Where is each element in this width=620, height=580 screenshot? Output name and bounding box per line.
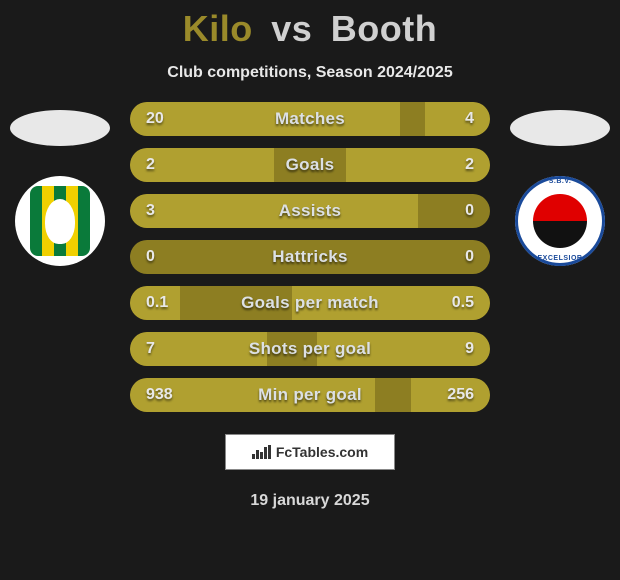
player1-name: Kilo	[183, 8, 253, 49]
stat-bars-container: 204Matches 22Goals 30Assists 00Hattricks 0.1…	[130, 102, 490, 412]
season-subtitle: Club competitions, Season 2024/2025	[0, 64, 620, 82]
stat-label: Assists	[130, 194, 490, 228]
stat-label: Goals per match	[130, 286, 490, 320]
right-player-column: S.B.V. EXCELSIOR	[510, 102, 610, 266]
club-crest-left	[15, 176, 105, 266]
crest-text-bottom: EXCELSIOR	[515, 255, 605, 262]
stat-bar: 30Assists	[130, 194, 490, 228]
player1-silhouette	[10, 110, 110, 146]
bar-chart-icon	[252, 445, 270, 459]
comparison-main: 204Matches 22Goals 30Assists 00Hattricks 0.1…	[0, 102, 620, 412]
player2-name: Booth	[331, 8, 437, 49]
stat-bar: 204Matches	[130, 102, 490, 136]
stat-label: Min per goal	[130, 378, 490, 412]
left-player-column	[10, 102, 110, 266]
player2-silhouette	[510, 110, 610, 146]
fctables-text: FcTables.com	[276, 444, 368, 460]
vs-text: vs	[271, 8, 312, 49]
stat-label: Goals	[130, 148, 490, 182]
stat-bar: 938256Min per goal	[130, 378, 490, 412]
stat-bar: 0.10.5Goals per match	[130, 286, 490, 320]
excelsior-ball-icon	[533, 194, 587, 248]
stat-bar: 00Hattricks	[130, 240, 490, 274]
fctables-logo[interactable]: FcTables.com	[225, 434, 395, 470]
stat-label: Shots per goal	[130, 332, 490, 366]
stat-bar: 79Shots per goal	[130, 332, 490, 366]
stat-bar: 22Goals	[130, 148, 490, 182]
stat-label: Matches	[130, 102, 490, 136]
stork-icon	[45, 199, 75, 244]
crest-text-top: S.B.V.	[515, 178, 605, 185]
ado-shield-icon	[30, 186, 90, 256]
comparison-title: Kilo vs Booth	[0, 0, 620, 50]
infographic-date: 19 january 2025	[0, 492, 620, 510]
stat-label: Hattricks	[130, 240, 490, 274]
club-crest-right: S.B.V. EXCELSIOR	[515, 176, 605, 266]
